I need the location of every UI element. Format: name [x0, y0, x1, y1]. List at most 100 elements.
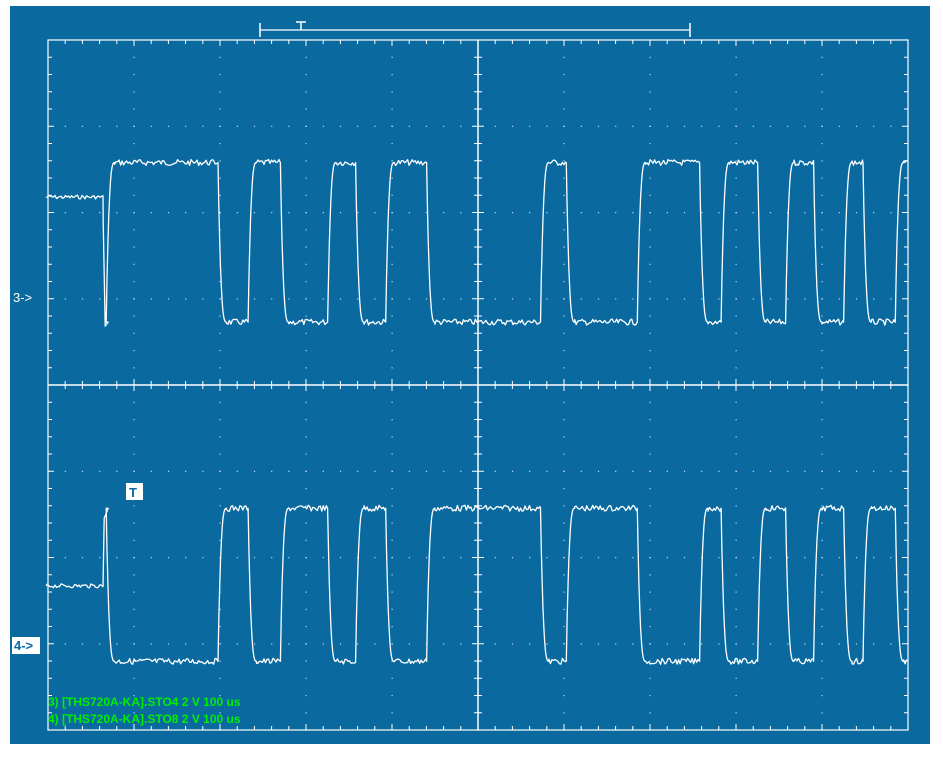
grid-dot [632, 470, 634, 472]
grid-dot [649, 660, 651, 662]
grid-dot [494, 643, 496, 645]
grid-dot [460, 643, 462, 645]
grid-dot [563, 212, 565, 214]
grid-dot [391, 453, 393, 455]
grid-dot [907, 298, 909, 300]
grid-dot [219, 56, 221, 58]
grid-dot [99, 470, 101, 472]
grid-dot [821, 350, 823, 352]
graticule [47, 39, 909, 731]
grid-dot [546, 212, 548, 214]
grid-dot [167, 212, 170, 214]
grid-dot [787, 298, 789, 300]
grid-dot [666, 557, 668, 559]
grid-dot [821, 436, 823, 438]
grid-dot [718, 557, 720, 559]
grid-dot [649, 419, 651, 421]
grid-dot [253, 212, 256, 214]
grid-dot [391, 436, 393, 438]
grid-dot [838, 298, 840, 300]
grid-dot [563, 488, 565, 490]
grid-dot [133, 143, 135, 145]
grid-dot [821, 74, 823, 76]
grid-dot [821, 177, 823, 179]
grid-dot [202, 643, 204, 645]
grid-dot [253, 298, 256, 300]
grid-dot [735, 522, 737, 524]
grid-dot [804, 125, 806, 127]
grid-dot [821, 315, 823, 317]
grid-dot [718, 298, 720, 300]
grid-dot [133, 281, 135, 283]
grid-dot [219, 229, 221, 231]
grid-dot [219, 660, 221, 662]
grid-dot [219, 436, 221, 438]
grid-dot [305, 712, 307, 714]
grid-dot [529, 470, 531, 472]
grid-dot [890, 212, 892, 214]
grid-dot [133, 677, 135, 679]
grid-dot [150, 125, 152, 127]
grid-dot [185, 557, 187, 559]
grid-dot [443, 643, 445, 645]
grid-dot [81, 557, 84, 559]
grid-dot [133, 419, 135, 421]
grid-dot [649, 401, 651, 403]
grid-dot [99, 643, 101, 645]
grid-dot [907, 212, 909, 214]
readout-channel-4: 4) [THS720A-KA].STO8 2 V 100 us [48, 712, 241, 726]
grid-dot [305, 522, 307, 524]
grid-dot [219, 522, 221, 524]
grid-dot [649, 177, 651, 179]
grid-dot [511, 298, 514, 300]
grid-dot [219, 298, 221, 300]
grid-dot [563, 160, 565, 162]
grid-dot [219, 143, 221, 145]
grid-dot [804, 557, 806, 559]
grid-dot [735, 263, 737, 265]
grid-dot [735, 574, 737, 576]
grid-dot [219, 332, 221, 334]
grid-dot [391, 401, 393, 403]
grid-dot [494, 557, 496, 559]
grid-dot [563, 177, 565, 179]
grid-dot [649, 522, 651, 524]
grid-dot [305, 212, 307, 214]
grid-dot [64, 298, 66, 300]
grid-dot [735, 367, 737, 369]
grid-dot [580, 557, 582, 559]
grid-dot [305, 56, 307, 58]
grid-dot [305, 281, 307, 283]
grid-dot [64, 125, 66, 127]
grid-dot [821, 660, 823, 662]
grid-dot [597, 470, 600, 472]
grid-dot [821, 574, 823, 576]
grid-dot [821, 608, 823, 610]
grid-dot [391, 695, 393, 697]
grid-dot [649, 539, 651, 541]
grid-dot [735, 488, 737, 490]
grid-dot [305, 315, 307, 317]
grid-dot [391, 332, 393, 334]
grid-dot [357, 212, 359, 214]
grid-dot [683, 125, 686, 127]
grid-dot [339, 298, 342, 300]
grid-dot [391, 419, 393, 421]
grid-dot [580, 470, 582, 472]
grid-dot [718, 470, 720, 472]
grid-dot [735, 281, 737, 283]
grid-dot [649, 91, 651, 93]
grid-dot [563, 591, 565, 593]
grid-dot [649, 677, 651, 679]
grid-dot [563, 281, 565, 283]
grid-dot [752, 212, 754, 214]
grid-dot [769, 298, 772, 300]
grid-dot [821, 332, 823, 334]
grid-dot [632, 557, 634, 559]
grid-dot [391, 212, 393, 214]
grid-dot [64, 212, 66, 214]
grid-dot [305, 367, 307, 369]
grid-dot [563, 695, 565, 697]
grid-dot [735, 470, 737, 472]
grid-dot [683, 557, 686, 559]
